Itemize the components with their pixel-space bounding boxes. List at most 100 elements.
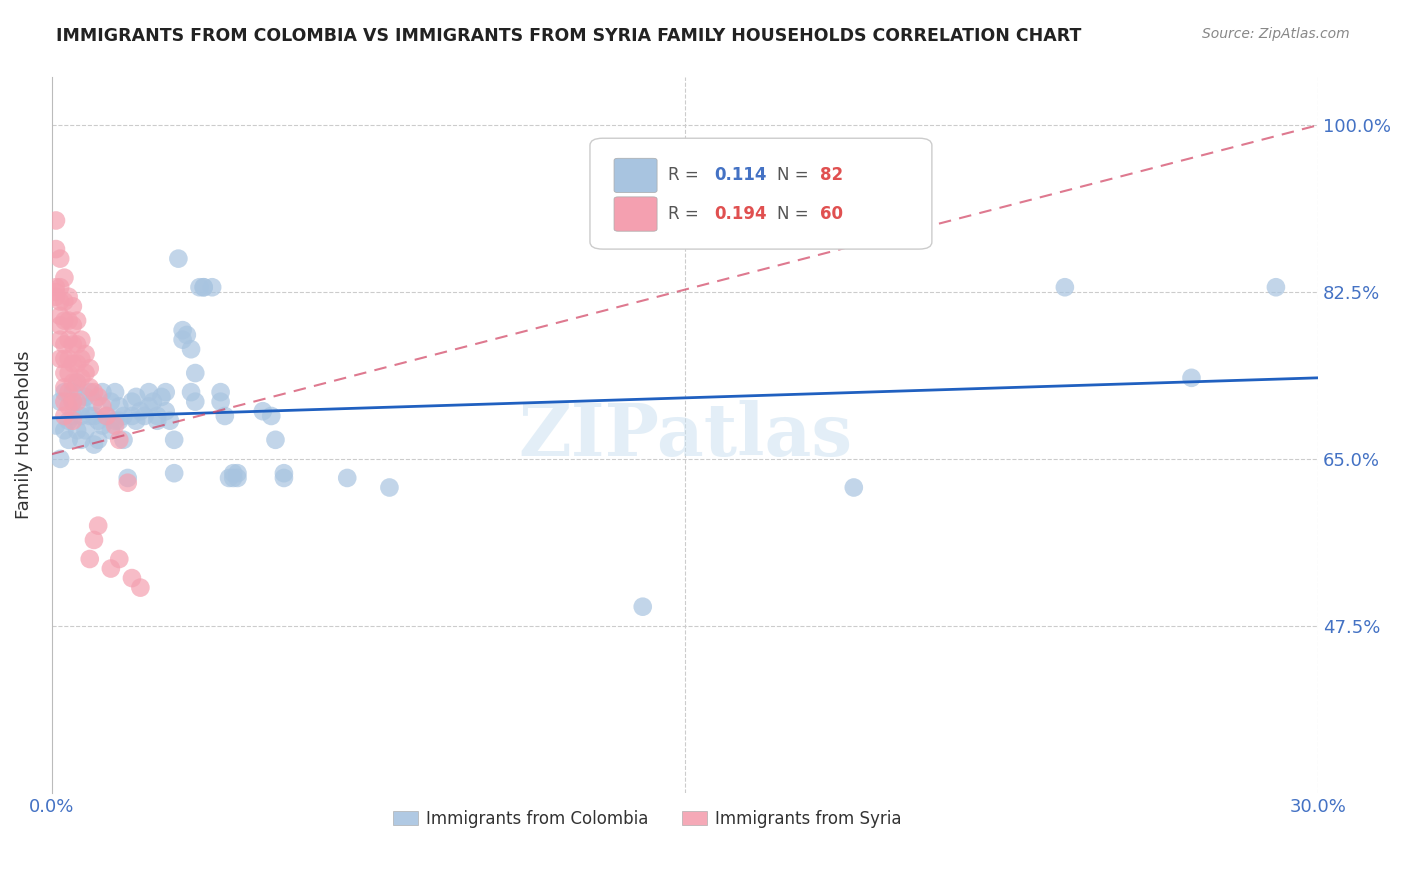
- Point: [1264, 280, 1286, 294]
- Point: [209, 394, 232, 409]
- Text: 82: 82: [821, 167, 844, 185]
- FancyBboxPatch shape: [591, 138, 932, 249]
- Point: [58, 290, 80, 304]
- Point: [87, 390, 110, 404]
- Point: [66, 376, 89, 390]
- Point: [91, 385, 114, 400]
- Point: [260, 409, 283, 423]
- Text: IMMIGRANTS FROM COLOMBIA VS IMMIGRANTS FROM SYRIA FAMILY HOUSEHOLDS CORRELATION : IMMIGRANTS FROM COLOMBIA VS IMMIGRANTS F…: [56, 27, 1081, 45]
- Point: [163, 433, 186, 447]
- Point: [218, 471, 240, 485]
- Point: [100, 423, 122, 437]
- Text: ZIPatlas: ZIPatlas: [517, 400, 852, 471]
- Point: [79, 409, 101, 423]
- Point: [146, 414, 169, 428]
- Point: [201, 280, 224, 294]
- Point: [96, 409, 118, 423]
- Point: [58, 414, 80, 428]
- Point: [79, 380, 101, 394]
- Point: [66, 357, 89, 371]
- Point: [104, 418, 127, 433]
- Point: [155, 404, 177, 418]
- Point: [184, 394, 207, 409]
- Point: [146, 409, 169, 423]
- Point: [53, 337, 76, 351]
- Point: [209, 385, 232, 400]
- Point: [49, 318, 72, 333]
- Point: [49, 309, 72, 323]
- Point: [62, 394, 84, 409]
- Point: [104, 414, 127, 428]
- Point: [226, 466, 249, 480]
- Point: [193, 280, 215, 294]
- Point: [108, 433, 131, 447]
- Point: [58, 433, 80, 447]
- Point: [70, 409, 93, 423]
- Point: [66, 337, 89, 351]
- Text: N =: N =: [778, 205, 814, 223]
- Point: [53, 394, 76, 409]
- Point: [96, 409, 118, 423]
- Point: [273, 466, 295, 480]
- Point: [62, 394, 84, 409]
- Point: [75, 423, 97, 437]
- Point: [108, 552, 131, 566]
- Text: R =: R =: [668, 205, 704, 223]
- Point: [58, 400, 80, 414]
- Point: [49, 294, 72, 309]
- Point: [62, 318, 84, 333]
- Point: [91, 400, 114, 414]
- Point: [79, 361, 101, 376]
- Point: [58, 366, 80, 380]
- Point: [45, 418, 67, 433]
- Point: [83, 409, 105, 423]
- Point: [159, 414, 181, 428]
- Point: [53, 270, 76, 285]
- Point: [75, 366, 97, 380]
- Point: [193, 280, 215, 294]
- FancyBboxPatch shape: [614, 158, 657, 193]
- Point: [180, 343, 202, 357]
- Point: [53, 313, 76, 327]
- Point: [79, 552, 101, 566]
- Point: [91, 418, 114, 433]
- Point: [70, 400, 93, 414]
- Point: [631, 599, 654, 614]
- Text: Source: ZipAtlas.com: Source: ZipAtlas.com: [1202, 27, 1350, 41]
- Point: [163, 466, 186, 480]
- Point: [214, 409, 236, 423]
- Point: [49, 394, 72, 409]
- Point: [100, 394, 122, 409]
- Point: [53, 380, 76, 394]
- Point: [62, 299, 84, 313]
- Legend: Immigrants from Colombia, Immigrants from Syria: Immigrants from Colombia, Immigrants fro…: [385, 803, 908, 834]
- Point: [49, 451, 72, 466]
- Point: [188, 280, 211, 294]
- Point: [87, 518, 110, 533]
- Point: [842, 481, 865, 495]
- Point: [75, 390, 97, 404]
- Point: [121, 394, 143, 409]
- Point: [62, 385, 84, 400]
- Point: [49, 252, 72, 266]
- Point: [112, 433, 135, 447]
- Point: [138, 385, 160, 400]
- Point: [138, 400, 160, 414]
- Point: [62, 376, 84, 390]
- Point: [336, 471, 359, 485]
- Point: [45, 213, 67, 227]
- Point: [226, 471, 249, 485]
- Point: [87, 433, 110, 447]
- Point: [58, 333, 80, 347]
- Point: [66, 313, 89, 327]
- Y-axis label: Family Households: Family Households: [15, 351, 32, 519]
- Point: [117, 471, 139, 485]
- Point: [49, 280, 72, 294]
- Text: 0.194: 0.194: [714, 205, 766, 223]
- Point: [66, 394, 89, 409]
- Point: [66, 423, 89, 437]
- Point: [62, 414, 84, 428]
- Point: [83, 437, 105, 451]
- Point: [70, 351, 93, 366]
- Point: [53, 294, 76, 309]
